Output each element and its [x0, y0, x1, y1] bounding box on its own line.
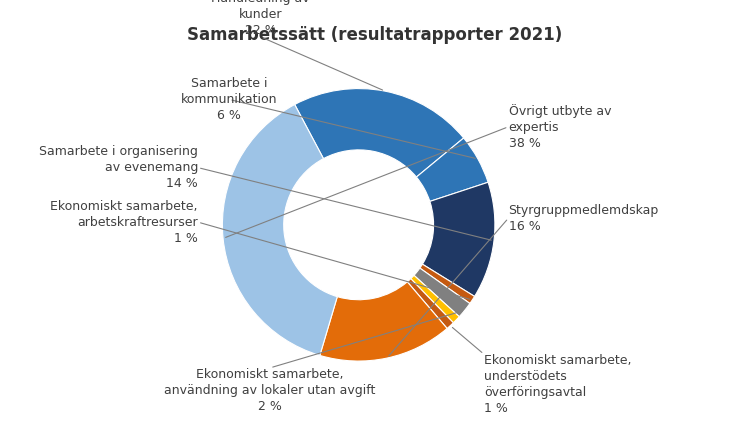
Wedge shape: [223, 105, 338, 355]
Wedge shape: [414, 268, 470, 317]
Wedge shape: [422, 182, 495, 296]
Text: Samarbetssätt (resultatrapporter 2021): Samarbetssätt (resultatrapporter 2021): [188, 26, 562, 44]
Text: Ekonomiskt samarbete,
arbetskraftresurser
1 %: Ekonomiskt samarbete, arbetskraftresurse…: [50, 200, 198, 245]
Text: Styrgruppmedlemdskap
16 %: Styrgruppmedlemdskap 16 %: [509, 204, 658, 232]
Text: Övrigt utbyte av
expertis
38 %: Övrigt utbyte av expertis 38 %: [509, 104, 611, 150]
Text: Ekonomiskt samarbete,
användning av lokaler utan avgift
2 %: Ekonomiskt samarbete, användning av loka…: [164, 368, 376, 413]
Wedge shape: [320, 282, 447, 361]
Wedge shape: [295, 89, 464, 177]
Wedge shape: [407, 279, 453, 328]
Wedge shape: [420, 264, 475, 303]
Text: Samarbete i
kommunikation
6 %: Samarbete i kommunikation 6 %: [181, 77, 278, 122]
Text: Handledning av
kunder
22 %: Handledning av kunder 22 %: [211, 0, 310, 37]
Text: Ekonomiskt samarbete,
understödets
överföringsavtal
1 %: Ekonomiskt samarbete, understödets överf…: [484, 354, 632, 415]
Wedge shape: [411, 276, 459, 323]
Text: Samarbete i organisering
av evenemang
14 %: Samarbete i organisering av evenemang 14…: [39, 145, 198, 190]
Wedge shape: [416, 138, 488, 201]
